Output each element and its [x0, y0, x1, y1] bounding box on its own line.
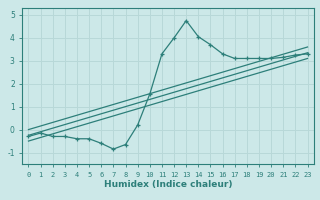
X-axis label: Humidex (Indice chaleur): Humidex (Indice chaleur) — [104, 180, 232, 189]
